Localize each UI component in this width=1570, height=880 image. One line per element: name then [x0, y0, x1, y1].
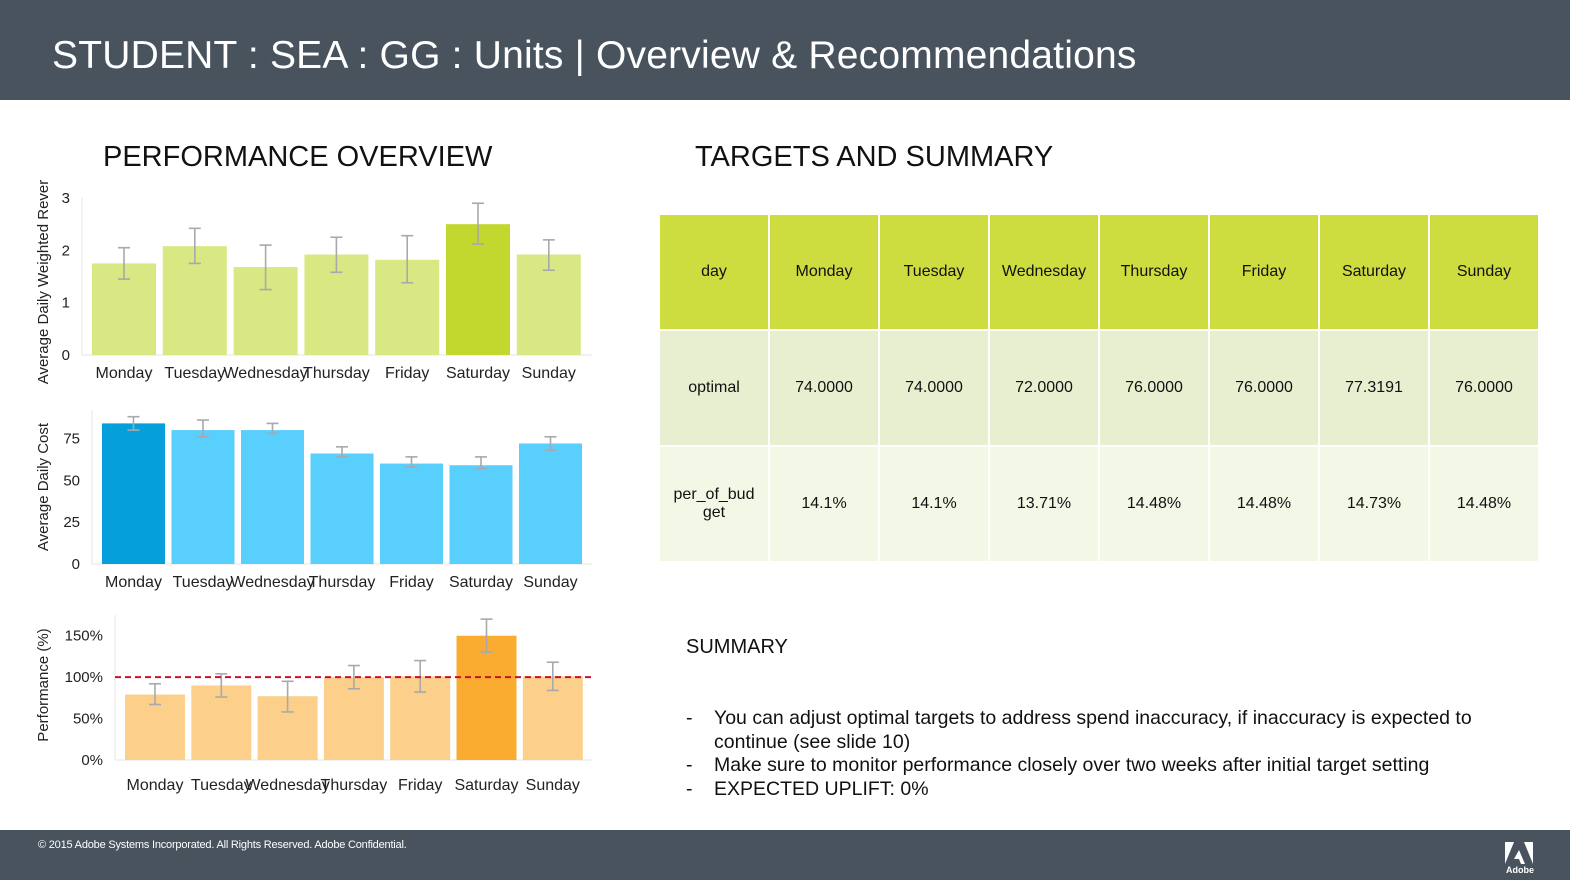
weighted-revenue-chart: 0 1 2 3 Average Daily Weighted Rever Monday Tu… — [35, 180, 592, 385]
table-cell: Sunday — [1428, 213, 1540, 331]
daily-cost-chart: 0 25 50 75 Average Daily Cost Monday TuesdayWe… — [35, 410, 592, 591]
y-tick-label: 3 — [62, 190, 70, 207]
bar-saturday — [449, 465, 513, 564]
bar-friday — [380, 463, 443, 564]
x-tick-label: Sunday — [526, 777, 580, 794]
bar-monday — [102, 423, 165, 564]
table-cell: 14.1% — [878, 445, 990, 563]
x-tick-label: Wednesday — [245, 777, 329, 794]
y-axis-label: Average Daily Weighted Rever — [35, 180, 52, 385]
x-tick-label: Sunday — [523, 574, 577, 591]
footer-bar: © 2015 Adobe Systems Incorporated. All R… — [0, 830, 1570, 880]
x-tick-label: Thursday — [309, 574, 376, 591]
table-cell: 14.48% — [1428, 445, 1540, 563]
targets-table: day Monday Tuesday Wednesday Thursday Friday S… — [658, 213, 1540, 563]
x-tick-label: Saturday — [454, 777, 518, 794]
y-tick-label: 2 — [62, 242, 70, 259]
x-tick-label: Tuesday — [164, 365, 225, 382]
x-tick-label: Wednesday — [223, 365, 307, 382]
x-tick-label: Sunday — [522, 365, 576, 382]
y-tick-label: 50 — [63, 472, 80, 489]
summary-item-text: Make sure to monitor performance closely… — [714, 754, 1430, 776]
table-cell: 74.0000 — [878, 329, 990, 447]
bar-sunday — [516, 254, 581, 355]
table-cell: optimal — [658, 329, 770, 447]
performance-overview-title: PERFORMANCE OVERVIEW — [103, 141, 493, 173]
table-cell: 77.3191 — [1318, 329, 1430, 447]
y-tick-label: 0 — [72, 556, 80, 573]
page-title: STUDENT : SEA : GG : Units | Overview & … — [52, 34, 1137, 77]
table-cell: Thursday — [1098, 213, 1210, 331]
table-cell: 14.73% — [1318, 445, 1430, 563]
table-cell: 74.0000 — [768, 329, 880, 447]
summary-item: - Make sure to monitor performance closel… — [686, 754, 1430, 776]
y-tick-label: 0 — [62, 347, 70, 364]
summary-list: - You can adjust optimal targets to addre… — [686, 707, 1536, 801]
table-cell: Tuesday — [878, 213, 990, 331]
performance-chart: 0% 50% 100% 150% Performance (%) Monday Tuesda… — [35, 615, 592, 794]
x-tick-label: Friday — [385, 365, 429, 382]
table-cell: 76.0000 — [1098, 329, 1210, 447]
bar-thursday — [310, 453, 374, 564]
bar-thursday — [323, 677, 384, 760]
x-tick-label: Tuesday — [191, 777, 252, 794]
y-tick-label: 0% — [81, 752, 103, 769]
summary-item: - You can adjust optimal targets to addre… — [686, 707, 1472, 753]
x-tick-label: Thursday — [321, 777, 388, 794]
bar-wednesday — [241, 430, 304, 564]
table-row: optimal 74.0000 74.0000 72.0000 76.0000 76.00… — [658, 329, 1540, 447]
table-header-row: day Monday Tuesday Wednesday Thursday Friday S… — [658, 213, 1540, 331]
y-axis-label: Performance (%) — [35, 628, 52, 741]
y-tick-label: 150% — [65, 628, 103, 645]
x-tick-label: Thursday — [303, 365, 370, 382]
x-tick-label: Tuesday — [173, 574, 234, 591]
bar-tuesday — [171, 430, 235, 564]
table-row: per_of_bud get 14.1% 14.1% 13.71% 14.48% 14.4… — [658, 445, 1540, 563]
table-cell: Saturday — [1318, 213, 1430, 331]
table-cell: day — [658, 213, 770, 331]
targets-summary-title: TARGETS AND SUMMARY — [695, 141, 1054, 173]
summary-item-text: EXPECTED UPLIFT: 0% — [714, 777, 929, 800]
table-cell: 14.48% — [1208, 445, 1320, 563]
y-axis-label: Average Daily Cost — [35, 422, 52, 551]
table-cell: 72.0000 — [988, 329, 1100, 447]
table-cell: Friday — [1208, 213, 1320, 331]
table-cell: Monday — [768, 213, 880, 331]
x-tick-label: Friday — [389, 574, 433, 591]
bar-sunday — [519, 443, 582, 564]
x-tick-label: Monday — [105, 574, 162, 591]
table-cell: 14.48% — [1098, 445, 1210, 563]
y-tick-label: 75 — [63, 430, 80, 447]
table-cell: per_of_bud get — [658, 445, 770, 563]
bar-saturday — [446, 224, 510, 355]
table-cell: Wednesday — [988, 213, 1100, 331]
bar-tuesday — [162, 246, 227, 355]
y-tick-label: 100% — [65, 669, 103, 686]
table-cell: 13.71% — [988, 445, 1100, 563]
x-tick-label: Monday — [96, 365, 153, 382]
x-tick-label: Friday — [398, 777, 442, 794]
y-tick-label: 1 — [62, 295, 70, 312]
summary-title: SUMMARY — [686, 636, 788, 658]
x-tick-label: Monday — [127, 777, 184, 794]
y-tick-label: 25 — [63, 514, 80, 531]
adobe-logo-text: Adobe — [1506, 865, 1534, 875]
table-cell: 76.0000 — [1428, 329, 1540, 447]
table-cell: 14.1% — [768, 445, 880, 563]
x-tick-label: Saturday — [446, 365, 510, 382]
bar-monday — [125, 694, 185, 760]
table-cell: 76.0000 — [1208, 329, 1320, 447]
summary-item: - EXPECTED UPLIFT: 0% — [686, 777, 929, 800]
summary-item-text: You can adjust optimal targets to addres… — [714, 707, 1472, 753]
bar-tuesday — [191, 685, 252, 760]
x-tick-label: Wednesday — [230, 574, 314, 591]
bar-saturday — [456, 635, 517, 760]
x-tick-label: Saturday — [449, 574, 513, 591]
copyright-text: © 2015 Adobe Systems Incorporated. All R… — [38, 839, 407, 851]
header-bar: STUDENT : SEA : GG : Units | Overview & … — [0, 0, 1570, 100]
adobe-logo-icon — [1505, 842, 1533, 864]
y-tick-label: 50% — [73, 711, 103, 728]
